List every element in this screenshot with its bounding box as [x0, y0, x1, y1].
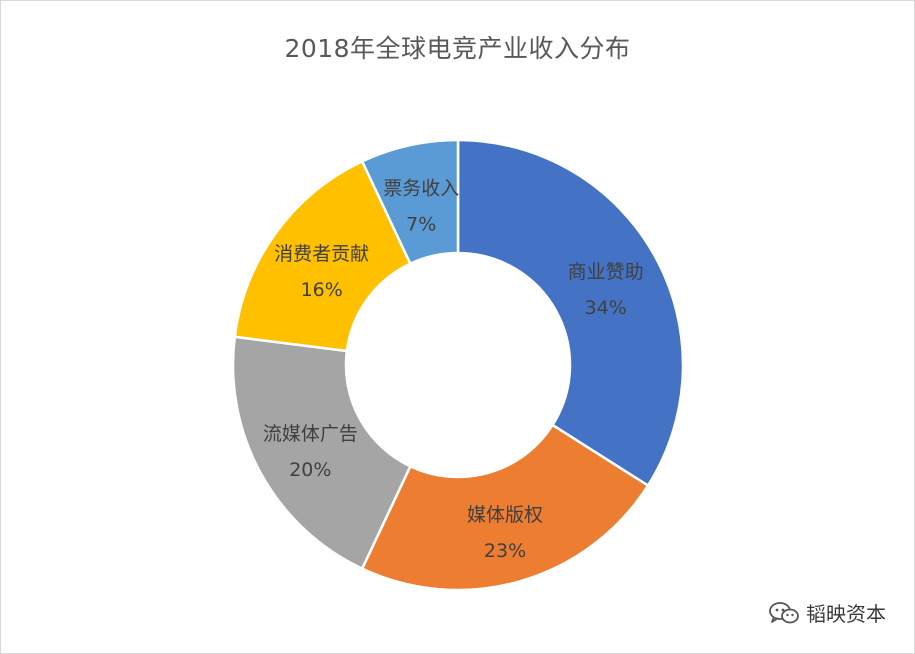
watermark-text: 韬映资本 — [806, 602, 886, 626]
slice-label-name: 流媒体广告 — [263, 423, 358, 445]
slice-label-name: 票务收入 — [383, 178, 459, 200]
chart-title: 2018年全球电竞产业收入分布 — [284, 34, 631, 63]
slice-5 — [360, 138, 460, 266]
slice-label-name: 商业赞助 — [568, 261, 644, 283]
slice-label-name: 消费者贡献 — [274, 243, 369, 265]
slice-label-value: 20% — [289, 459, 331, 481]
donut-data-labels: 商业赞助 34% 媒体版权 23% 流媒体广告 20% 消费者贡献 16% 票务收入 7% — [263, 178, 644, 562]
slice-1 — [456, 138, 685, 488]
slice-label-value: 16% — [301, 279, 343, 301]
slice-label-name: 媒体版权 — [467, 504, 543, 526]
slice-label-value: 34% — [585, 297, 627, 319]
watermark: 韬映资本 — [768, 598, 886, 627]
slice-3 — [231, 335, 412, 571]
wechat-icon — [769, 601, 799, 623]
slice-2 — [360, 423, 650, 592]
slice-label-value: 7% — [406, 214, 436, 236]
slice-label-value: 23% — [484, 540, 526, 562]
donut-slices — [231, 138, 685, 592]
slice-4 — [233, 159, 412, 353]
